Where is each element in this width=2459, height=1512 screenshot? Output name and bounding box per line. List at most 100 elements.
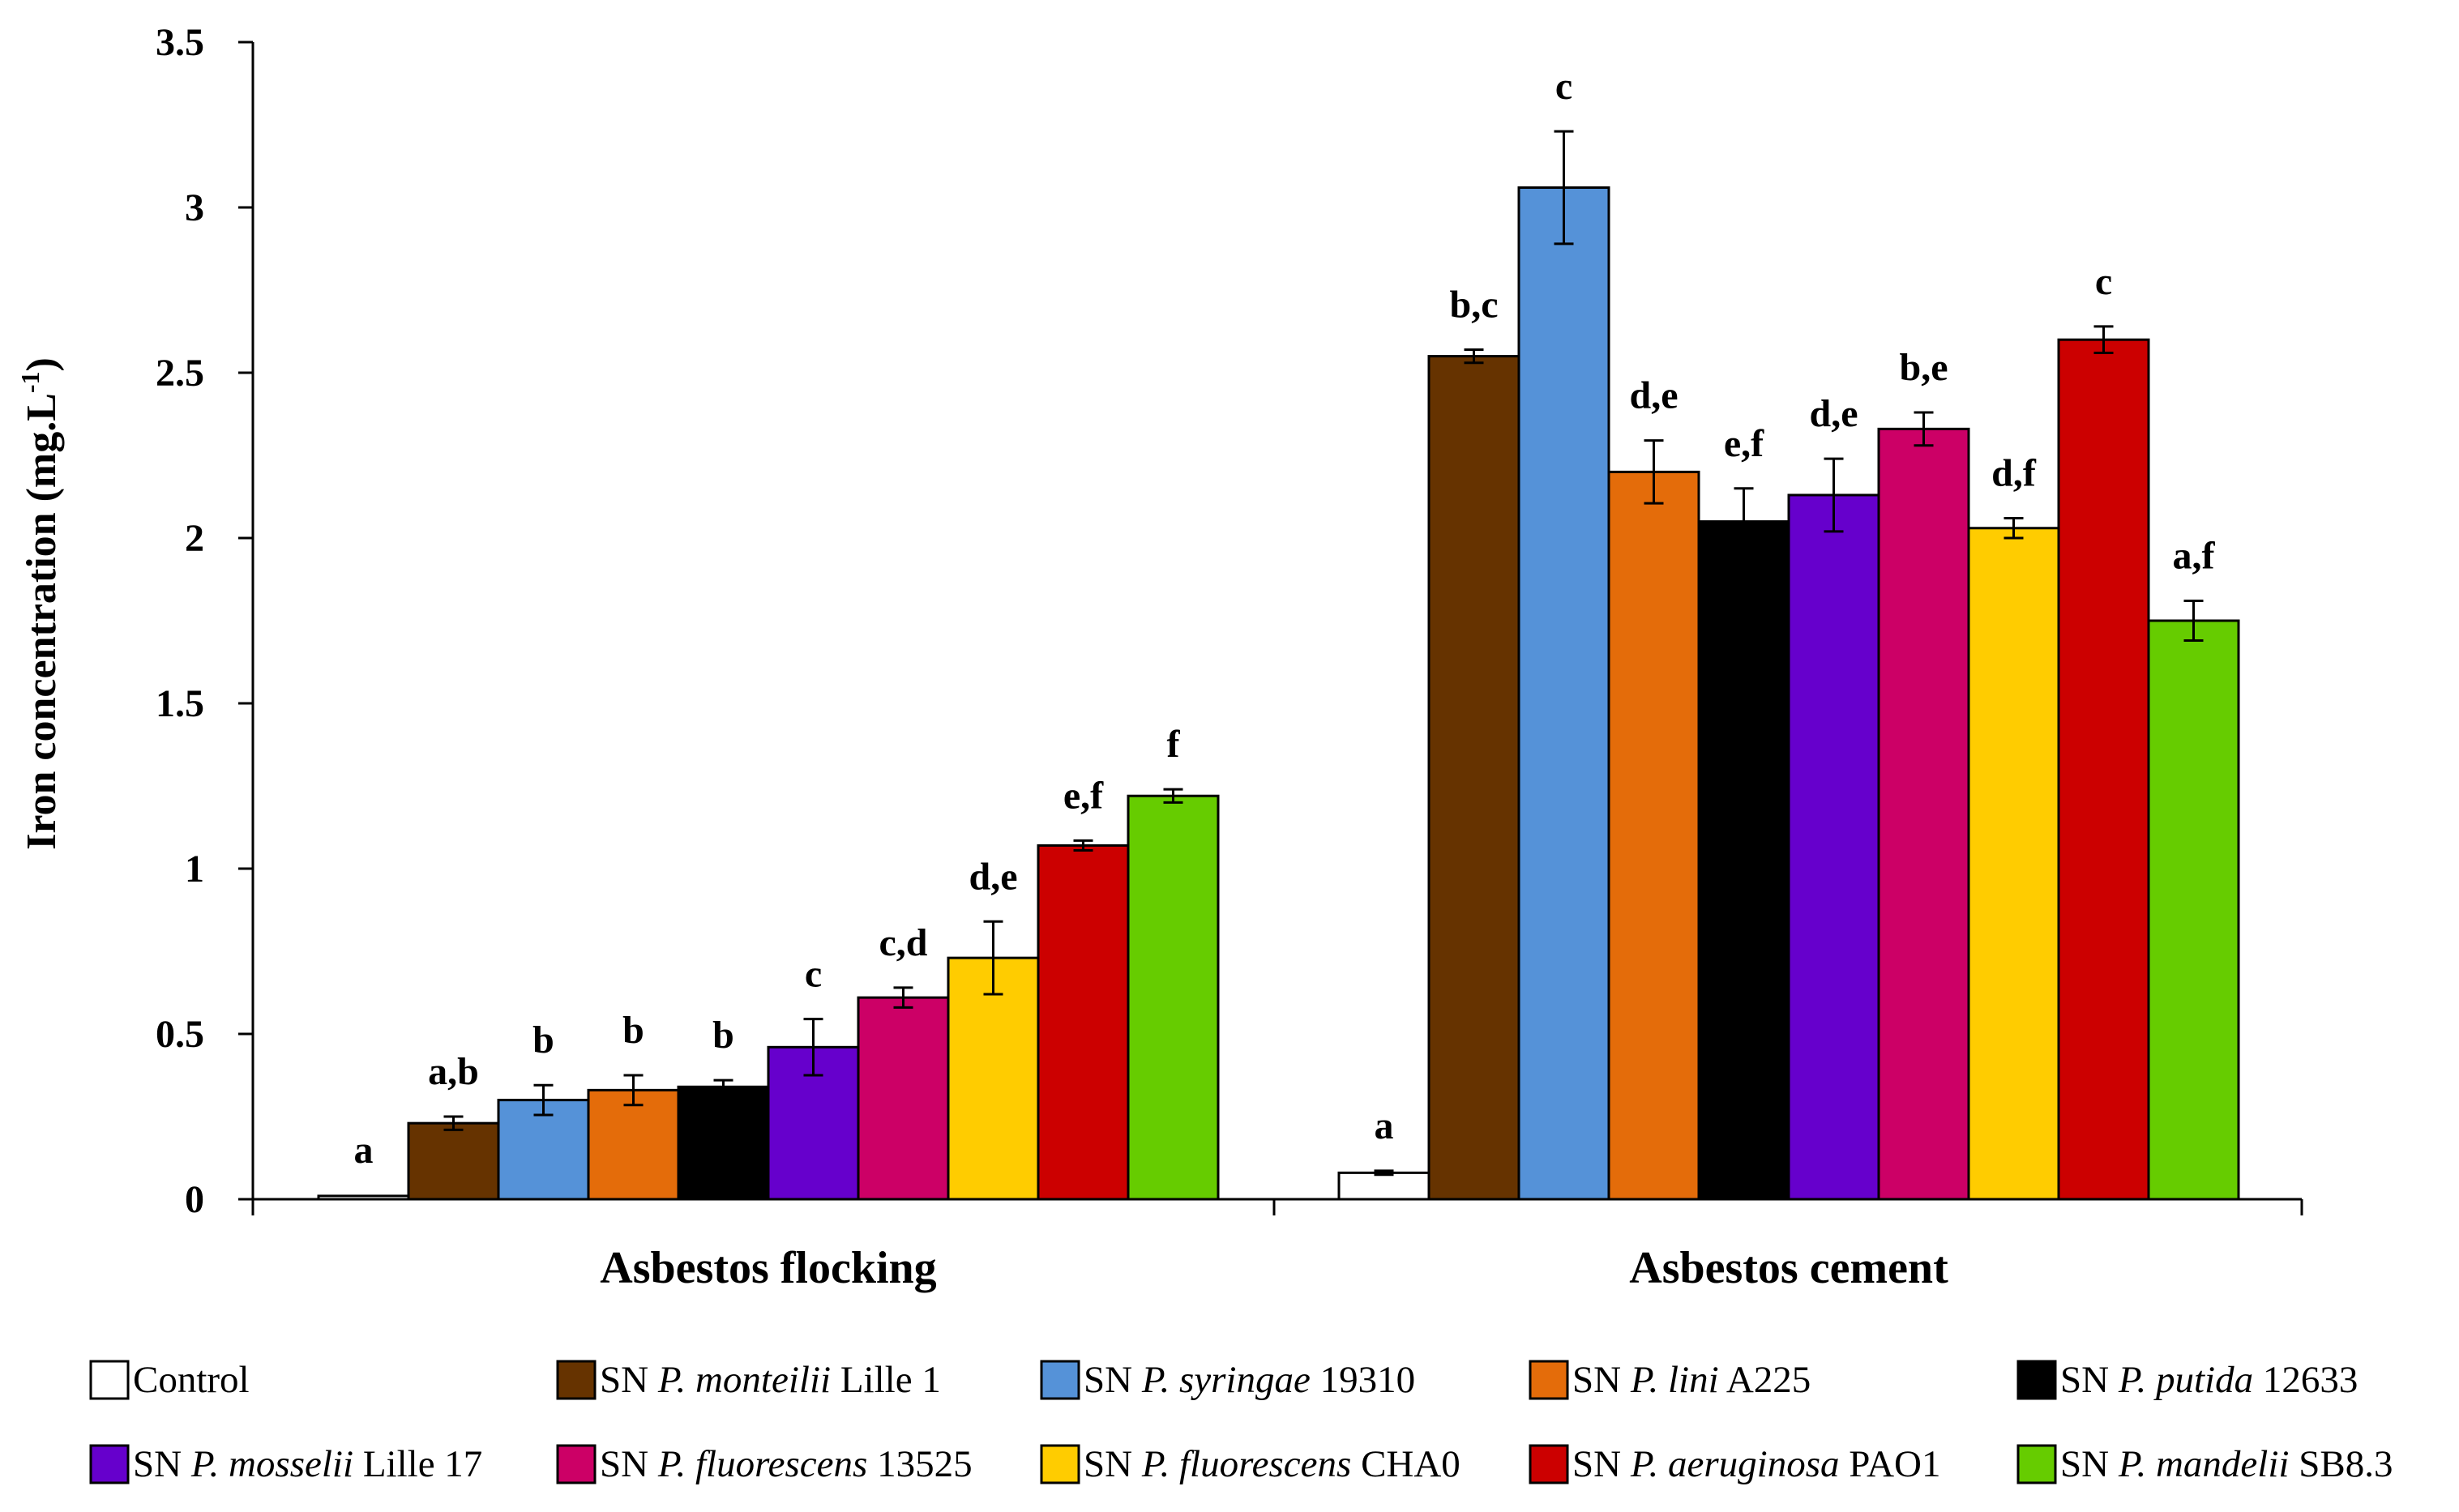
significance-label: a,f xyxy=(2173,535,2216,578)
legend-label-part: PAO1 xyxy=(1840,1443,1941,1485)
legend-swatch xyxy=(556,1444,597,1484)
legend-label-part: SN xyxy=(2060,1359,2119,1401)
bar xyxy=(587,1088,680,1201)
legend-label: SN P. putida 12633 xyxy=(2060,1359,2358,1401)
legend-label-part: CHA0 xyxy=(1351,1443,1460,1485)
legend-label: SN P. mandelii SB8.3 xyxy=(2060,1443,2393,1485)
significance-label: b,c xyxy=(1450,283,1499,326)
y-tick-label: 1 xyxy=(185,848,204,891)
legend-swatch xyxy=(1529,1444,1569,1484)
significance-label: b,e xyxy=(1900,346,1948,389)
significance-label: d,f xyxy=(1991,452,2037,495)
significance-label: f xyxy=(1167,723,1181,766)
y-axis-title: Iron concentration (mg.L-1) xyxy=(15,357,65,850)
bars-layer xyxy=(317,130,2240,1201)
bar xyxy=(1037,844,1130,1201)
legend: Control SN P. monteilii Lille 1 SN P. syri… xyxy=(89,1359,2393,1485)
legend-label-part: SN xyxy=(2060,1443,2119,1485)
y-tick-label: 2.5 xyxy=(156,352,204,395)
bar xyxy=(497,1099,590,1201)
significance-label: e,f xyxy=(1724,422,1764,465)
bar xyxy=(317,1194,410,1201)
legend-label-part: P. putida xyxy=(2118,1359,2253,1401)
bar xyxy=(1427,355,1520,1201)
legend-label-part: A225 xyxy=(1719,1359,1811,1401)
significance-label: e,f xyxy=(1063,774,1104,817)
bar xyxy=(1697,520,1790,1201)
legend-label-part: 12633 xyxy=(2253,1359,2358,1401)
bar xyxy=(1337,1171,1430,1201)
y-tick-label: 0.5 xyxy=(156,1013,204,1056)
bar xyxy=(1967,527,2060,1201)
legend-label: SN P. aeruginosa PAO1 xyxy=(1572,1443,1940,1485)
bar xyxy=(1787,493,1880,1201)
legend-label-part: SB8.3 xyxy=(2289,1443,2393,1485)
significance-label: a xyxy=(354,1129,374,1172)
bar xyxy=(947,956,1040,1201)
legend-swatch xyxy=(2016,1360,2057,1400)
legend-label-part: P. monteilii xyxy=(657,1359,831,1401)
bar xyxy=(1877,427,1970,1201)
legend-label-part: Control xyxy=(133,1359,250,1401)
legend-label-part: SN xyxy=(1572,1359,1631,1401)
legend-swatch xyxy=(1529,1360,1569,1400)
bar xyxy=(1127,794,1220,1201)
significance-label: c xyxy=(1555,65,1572,108)
legend-swatch xyxy=(89,1444,130,1484)
significance-label: a xyxy=(1375,1104,1394,1147)
legend-label: Control xyxy=(133,1359,250,1401)
legend-label-part: 19310 xyxy=(1311,1359,1415,1401)
legend-label: SN P. lini A225 xyxy=(1572,1359,1811,1401)
y-tick-label: 2 xyxy=(185,517,204,560)
legend-swatch xyxy=(1040,1444,1080,1484)
legend-label-part: P. fluorescens xyxy=(657,1443,867,1485)
significance-label: d,e xyxy=(969,855,1018,898)
legend-label-part: P. fluorescens xyxy=(1141,1443,1351,1485)
legend-label-part: P. lini xyxy=(1630,1359,1719,1401)
legend-label-part: P. syringae xyxy=(1141,1359,1311,1401)
bar xyxy=(2147,619,2240,1201)
legend-label-part: SN xyxy=(1084,1443,1142,1485)
significance-label: a,b xyxy=(428,1050,479,1093)
legend-swatch xyxy=(89,1360,130,1400)
legend-label-part: SN xyxy=(133,1443,191,1485)
bar xyxy=(1517,186,1610,1201)
significance-label: b xyxy=(622,1009,644,1052)
legend-label-part: P. mandelii xyxy=(2118,1443,2290,1485)
legend-label-part: Lille 17 xyxy=(353,1443,482,1485)
legend-label: SN P. fluorescens 13525 xyxy=(600,1443,973,1485)
significance-label: d,e xyxy=(1630,374,1679,417)
significance-label: b xyxy=(712,1014,734,1057)
legend-label-part: Lille 1 xyxy=(831,1359,941,1401)
legend-swatch xyxy=(556,1360,597,1400)
bar xyxy=(2057,338,2150,1201)
y-tick-label: 1.5 xyxy=(156,682,204,725)
significance-label: d,e xyxy=(1810,392,1858,435)
legend-label-part: SN xyxy=(600,1359,658,1401)
legend-label-part: 13525 xyxy=(867,1443,972,1485)
legend-label: SN P. mosselii Lille 17 xyxy=(133,1443,482,1485)
bar xyxy=(1607,470,1700,1201)
significance-label: c,d xyxy=(879,921,928,964)
legend-label-part: SN xyxy=(1572,1443,1631,1485)
legend-label: SN P. fluorescens CHA0 xyxy=(1084,1443,1460,1485)
y-tick-label: 0 xyxy=(185,1178,204,1221)
significance-label: c xyxy=(805,953,822,996)
y-tick-label: 3 xyxy=(185,186,204,229)
legend-label-part: P. mosselii xyxy=(190,1443,353,1485)
legend-swatch xyxy=(1040,1360,1080,1400)
labels-layer: a a,b b b b c c,d d,e e,f f Asbestos flocking a b,c c… xyxy=(354,65,2216,1293)
category-label: Asbestos flocking xyxy=(600,1243,936,1293)
legend-swatch xyxy=(2016,1444,2057,1484)
significance-label: b xyxy=(532,1019,554,1061)
legend-label-part: SN xyxy=(1084,1359,1142,1401)
legend-label-part: P. aeruginosa xyxy=(1630,1443,1840,1485)
significance-label: c xyxy=(2095,260,2112,303)
bar xyxy=(407,1121,500,1201)
legend-label: SN P. syringae 19310 xyxy=(1084,1359,1415,1401)
bar xyxy=(677,1085,770,1201)
category-label: Asbestos cement xyxy=(1629,1243,1948,1293)
legend-label: SN P. monteilii Lille 1 xyxy=(600,1359,941,1401)
bar xyxy=(857,996,950,1201)
